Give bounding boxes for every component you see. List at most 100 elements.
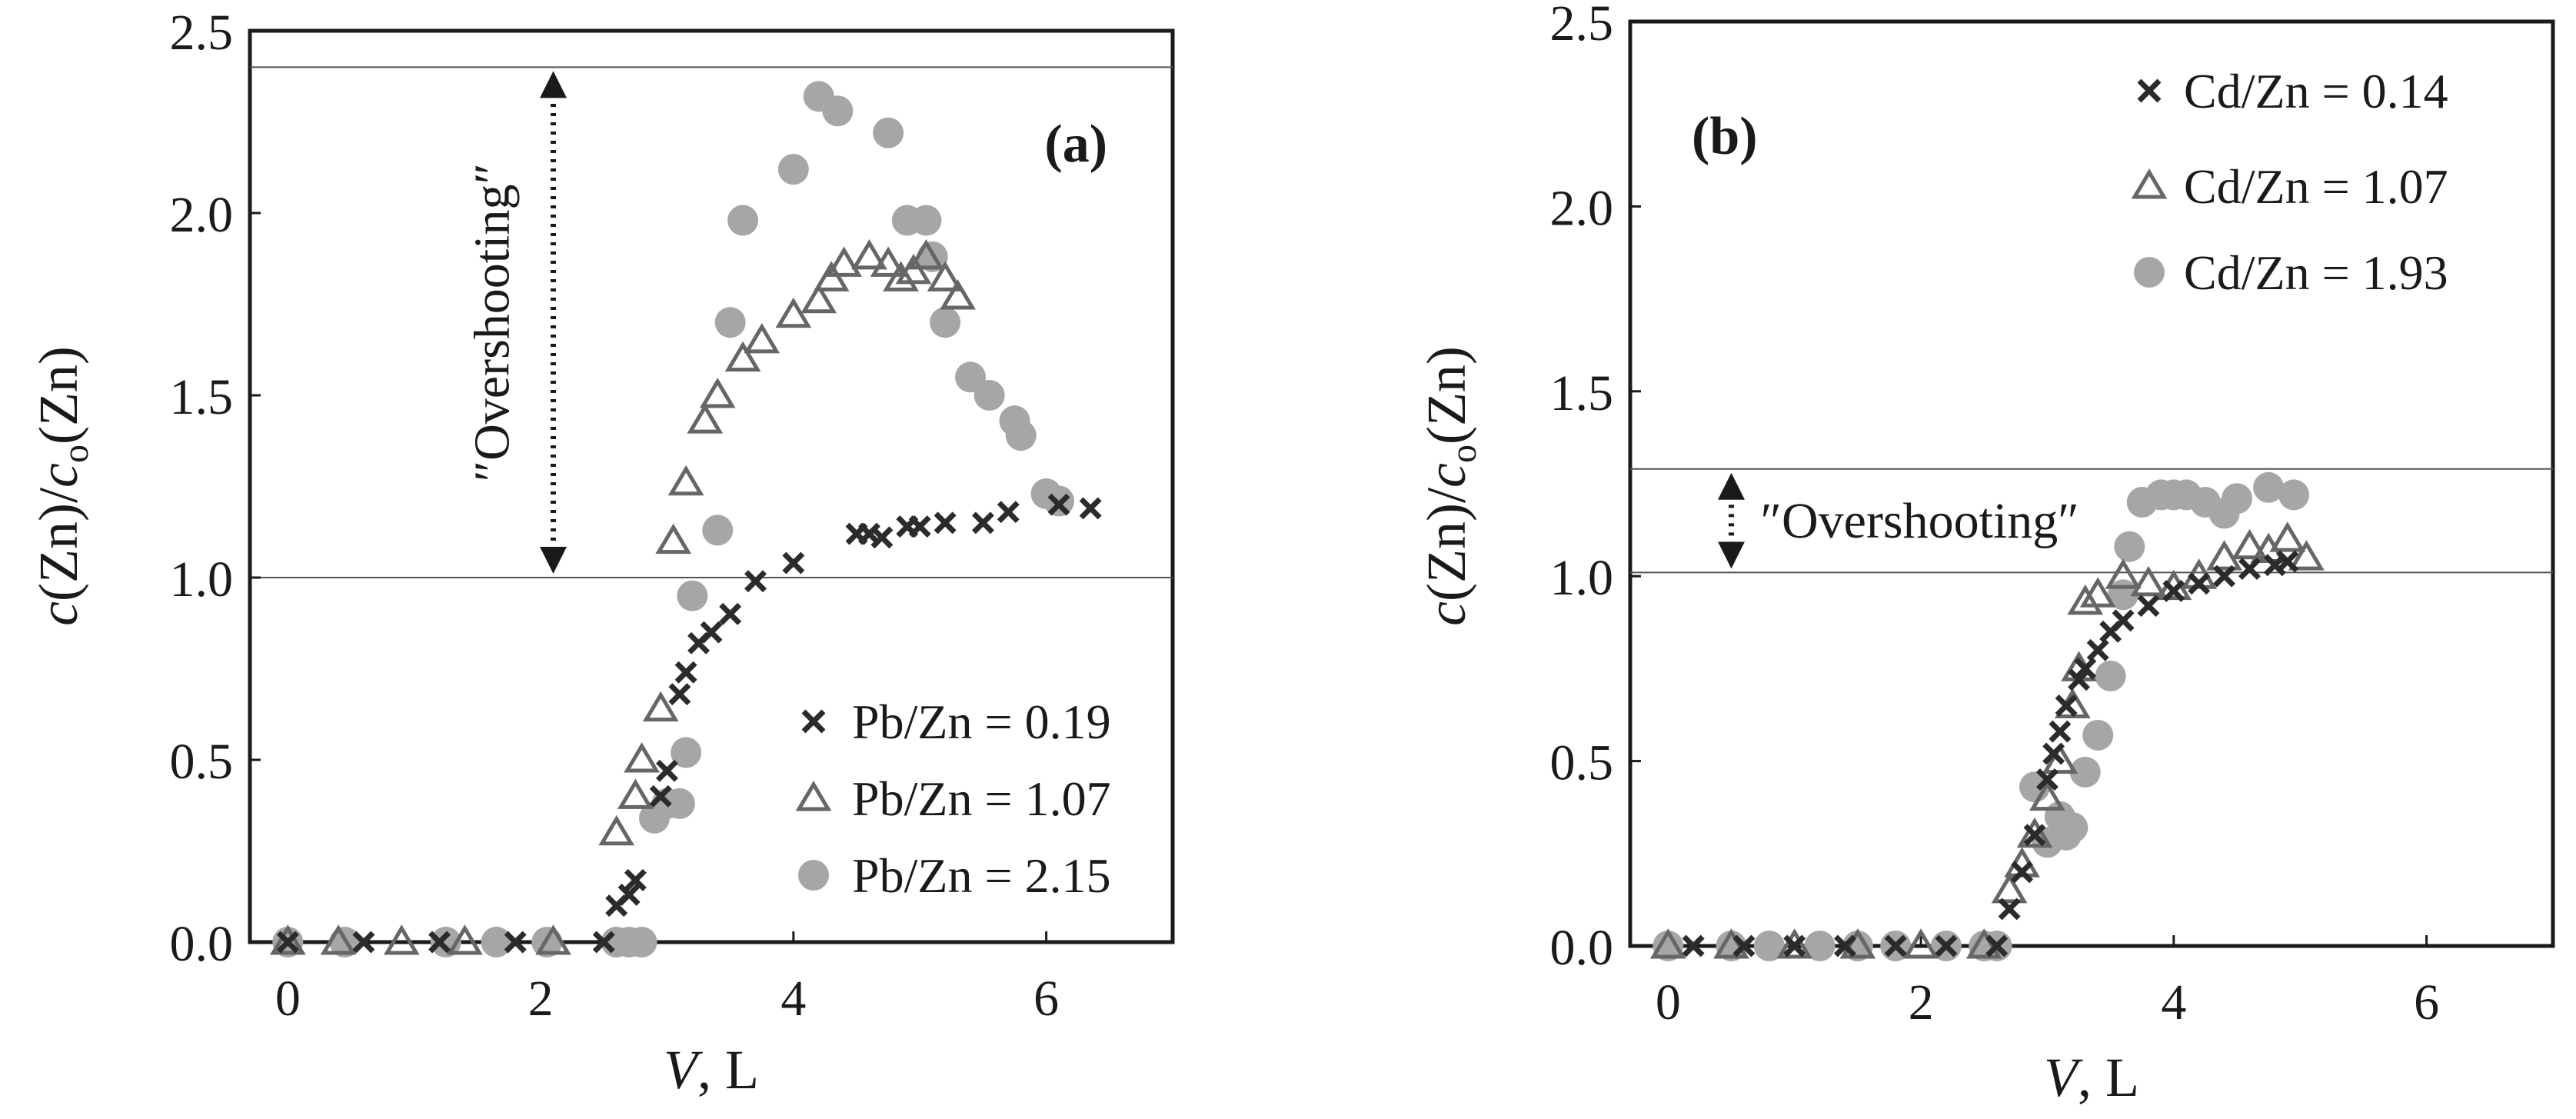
data-point-triangle: [383, 924, 420, 955]
legend-entry: Cd/Zn = 1.93: [2134, 245, 2448, 300]
data-point-triangle: [813, 261, 850, 291]
data-point-triangle: [2269, 521, 2306, 552]
data-point-cross: [1079, 497, 1102, 520]
data-point-triangle: [642, 691, 679, 722]
cross-stroke: [1682, 934, 1705, 957]
data-point-circle: [930, 307, 961, 338]
data-point-cross: [700, 621, 723, 644]
data-point-cross: [668, 683, 691, 706]
plot-frame: [248, 28, 1175, 944]
y-ticks: 0.0 0.5 1.0 1.5 2.0 2.5: [170, 5, 261, 972]
data-point-cross: [971, 511, 994, 535]
cross-stroke: [655, 759, 678, 782]
data-point-cross: [592, 931, 615, 954]
data-point-triangle: [699, 378, 736, 408]
data-point-triangle: [320, 924, 357, 955]
cross-stroke: [674, 661, 697, 684]
data-point-triangle: [940, 279, 976, 310]
panel-label: (b): [1692, 107, 1758, 166]
cross-stroke: [2023, 824, 2046, 847]
data-point-circle: [1804, 931, 1835, 961]
panel-a: ″Overshooting″ (a) 0.0 0.5 1.0 1.5 2.0 2.5 0 2…: [28, 5, 1175, 1101]
cross-stroke: [2068, 668, 2091, 691]
data-point-cross: [1985, 934, 2009, 957]
data-point-circle: [702, 515, 734, 546]
data-point-triangle: [851, 238, 887, 270]
data-point-cross: [655, 759, 678, 782]
data-point-circle: [822, 95, 854, 127]
cross-stroke: [782, 551, 805, 574]
cross-stroke: [2086, 638, 2109, 661]
y-tick-label: 1.0: [1550, 550, 1614, 606]
data-point-triangle: [535, 924, 571, 955]
cross-stroke: [2011, 861, 2034, 884]
data-point-circle: [2069, 757, 2101, 788]
cross-stroke: [1732, 934, 1756, 957]
data-point-triangle: [826, 246, 862, 277]
legend-label: Pb/Zn = 1.07: [852, 771, 1111, 826]
data-point-cross: [782, 551, 805, 574]
data-point-circle: [664, 788, 695, 819]
data-point-cross: [276, 931, 299, 954]
data-point-triangle: [687, 403, 724, 434]
data-point-triangle: [2029, 780, 2065, 811]
data-point-triangle: [655, 523, 692, 555]
data-point-circle: [2222, 483, 2253, 515]
cross-stroke: [971, 511, 994, 535]
data-point-circle: [727, 205, 759, 236]
data-point-cross: [2042, 742, 2065, 765]
cross-stroke: [2035, 768, 2058, 791]
data-point-triangle: [2288, 540, 2325, 571]
legend-marker-triangle: [795, 781, 832, 811]
data-point-triangle: [724, 341, 761, 372]
data-point-triangle: [2067, 584, 2104, 615]
cross-stroke: [934, 511, 957, 535]
cross-stroke: [617, 883, 641, 906]
y-tick-label: 1.0: [170, 551, 234, 608]
data-marks: [1649, 471, 2325, 961]
plot-frame: [1628, 19, 2555, 948]
cross-stroke: [1079, 497, 1102, 520]
y-tick-label: 2.5: [1550, 0, 1614, 52]
y-tick-label: 2.5: [170, 5, 234, 61]
data-point-circle: [481, 927, 512, 957]
legend: Cd/Zn = 0.14 Cd/Zn = 1.07 Cd/Zn = 1.93: [2131, 64, 2448, 300]
data-point-triangle: [624, 742, 660, 773]
data-point-cross: [2011, 861, 2034, 884]
data-point-circle: [2253, 471, 2285, 503]
data-point-cross: [2068, 668, 2091, 691]
data-point-circle: [2114, 531, 2145, 562]
data-point-cross: [674, 661, 697, 684]
data-point-cross: [1833, 934, 1856, 957]
data-point-triangle: [2232, 528, 2268, 560]
legend-label: Pb/Zn = 2.15: [852, 848, 1111, 903]
legend-marker-cross: [801, 709, 826, 734]
data-point-triangle: [667, 465, 704, 496]
cross-stroke: [1047, 493, 1070, 516]
data-point-cross: [428, 931, 451, 954]
legend-marker-circle: [2134, 257, 2165, 288]
data-point-triangle: [447, 924, 483, 955]
data-point-cross: [1998, 898, 2021, 921]
cross-stroke: [908, 515, 931, 538]
data-point-cross: [1732, 934, 1756, 957]
cross-stroke: [276, 931, 299, 954]
y-tick-label: 1.5: [1550, 365, 1614, 421]
legend-label: Cd/Zn = 0.14: [2184, 64, 2448, 118]
data-point-cross: [908, 515, 931, 538]
data-point-triangle: [2105, 558, 2142, 589]
cross-stroke: [1935, 934, 1958, 957]
data-point-triangle: [908, 238, 944, 270]
data-point-triangle: [895, 253, 932, 285]
cross-stroke: [592, 931, 615, 954]
data-point-triangle: [1776, 928, 1813, 959]
y-ticks: 0.0 0.5 1.0 1.5 2.0 2.5: [1550, 0, 1641, 976]
data-point-circle: [677, 580, 708, 611]
x-tick-label: 6: [2414, 974, 2439, 1031]
cross-stroke: [2263, 554, 2286, 577]
cross-stroke: [2238, 558, 2261, 581]
legend-label: Cd/Zn = 1.07: [2184, 159, 2448, 214]
data-point-triangle: [598, 814, 635, 846]
data-point-cross: [2276, 550, 2299, 573]
